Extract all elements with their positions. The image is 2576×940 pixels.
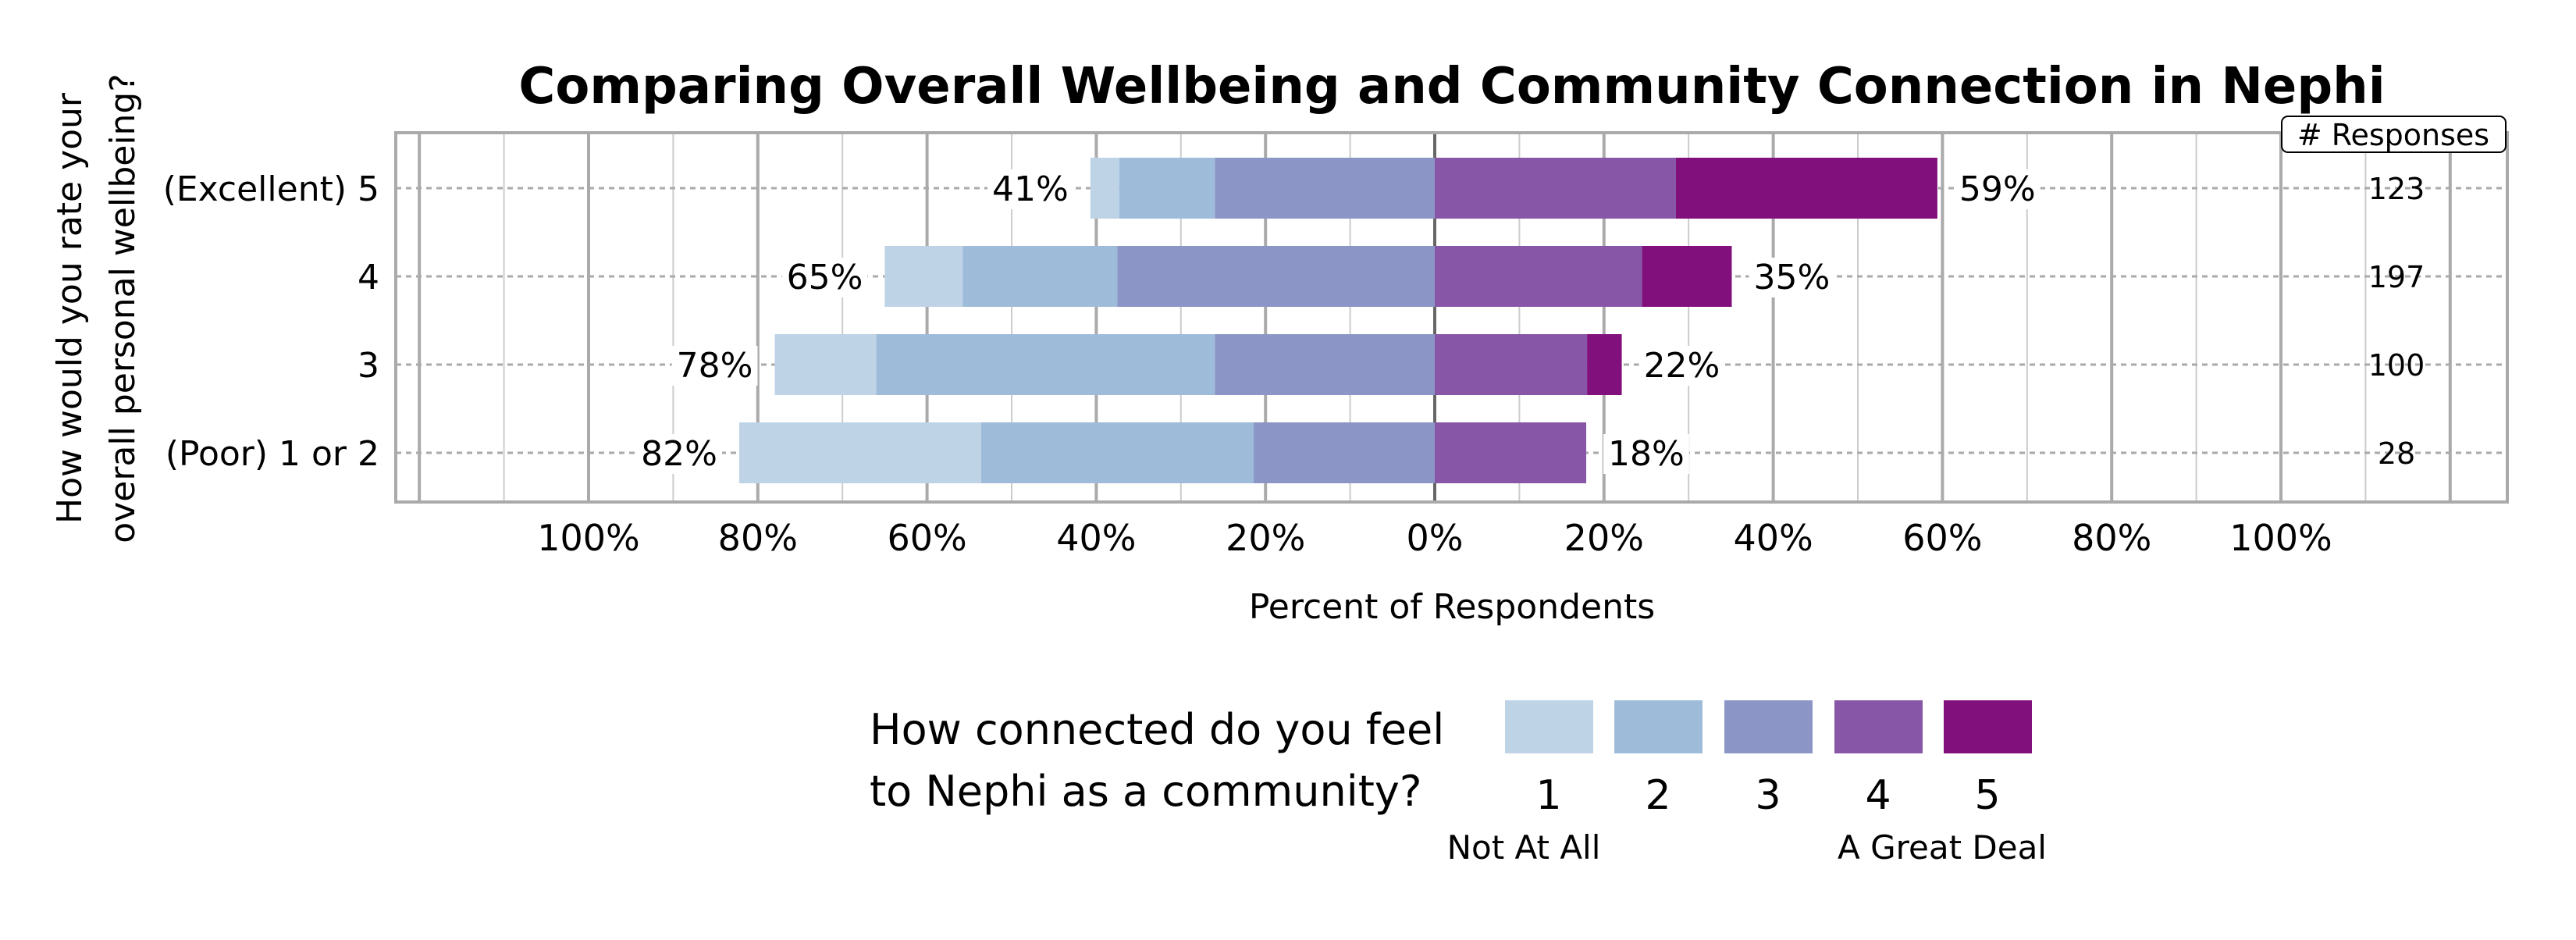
x-tick-label: 40%: [1733, 517, 1813, 559]
label-background: [636, 434, 722, 474]
legend-title-line-1: How connected do you feel: [870, 705, 1444, 754]
bar-segment-2: [1119, 158, 1215, 219]
responses-header: # Responses: [2281, 116, 2507, 153]
right-total-label: 35%: [1753, 258, 1830, 297]
bar-segment-4: [1435, 158, 1676, 219]
y-axis-title: How would you rate your overall personal…: [50, 73, 143, 543]
legend-swatch-1: [1505, 700, 1593, 753]
plot-frame: [394, 131, 2509, 504]
bar-segment-5: [1642, 246, 1732, 307]
legend-swatch-2: [1614, 700, 1703, 753]
response-count: 100: [2368, 348, 2425, 383]
x-tick-label: 60%: [1902, 517, 1982, 559]
legend-swatch-5: [1944, 700, 2032, 753]
bar-segment-4: [1435, 422, 1587, 483]
y-axis-title-line-2: overall personal wellbeing?: [103, 73, 143, 543]
x-tick-label: 100%: [537, 517, 640, 559]
bar-segment-4: [1435, 334, 1588, 395]
legend-item-label: 1: [1535, 772, 1561, 819]
legend: How connected do you feel to Nephi as a …: [870, 700, 2047, 867]
bars: [738, 158, 1937, 483]
legend-low-label: Not At All: [1447, 828, 1601, 867]
x-tick-label: 20%: [1226, 517, 1305, 559]
x-tick-label: 60%: [887, 517, 966, 559]
legend-item-label: 4: [1865, 772, 1891, 819]
label-background: [671, 346, 758, 386]
bar-segment-2: [876, 334, 1215, 395]
response-count: 197: [2368, 260, 2425, 294]
label-background: [781, 258, 868, 297]
x-tick-label: 40%: [1056, 517, 1136, 559]
bar-segment-1: [1090, 158, 1119, 219]
bar-segment-3: [1215, 158, 1435, 219]
response-count: 28: [2378, 436, 2415, 471]
y-tick-label: 3: [358, 346, 379, 386]
bar-segment-3: [1117, 246, 1435, 307]
x-tick-label: 80%: [2072, 517, 2151, 559]
right-total-label: 22%: [1644, 346, 1720, 386]
legend-swatch-3: [1724, 700, 1813, 753]
right-total-label: 59%: [1959, 169, 2036, 209]
right-total-label: 18%: [1608, 434, 1685, 474]
labels: 41% 59% (Excellent) 5 123 65% 35% 4 197 78% 22% 3 1…: [163, 169, 2425, 559]
y-tick-label: (Poor) 1 or 2: [165, 434, 379, 474]
left-total-label: 41%: [992, 169, 1069, 209]
bar-segment-1: [774, 334, 877, 395]
response-count: 123: [2368, 172, 2425, 206]
bar-segment-1: [738, 422, 981, 483]
legend-swatch-4: [1834, 700, 1923, 753]
y-tick-label: 4: [358, 258, 379, 297]
left-total-label: 78%: [677, 346, 753, 386]
bar-segment-2: [980, 422, 1254, 483]
label-background: [1749, 258, 1835, 297]
bar-segment-1: [884, 246, 963, 307]
x-tick-label: 0%: [1407, 517, 1464, 559]
legend-title-line-2: to Nephi as a community?: [870, 767, 1421, 816]
bar-segment-3: [1254, 422, 1435, 483]
legend-item-label: 3: [1755, 772, 1781, 819]
label-background: [987, 169, 1073, 209]
bar-segment-5: [1587, 334, 1622, 395]
left-total-label: 65%: [787, 258, 863, 297]
legend-item-label: 2: [1645, 772, 1670, 819]
label-background: [1638, 346, 1725, 386]
bar-segment-5: [1675, 158, 1937, 219]
y-tick-label: (Excellent) 5: [163, 169, 379, 209]
chart-title: Comparing Overall Wellbeing and Communit…: [518, 58, 2385, 116]
x-tick-label: 20%: [1564, 517, 1644, 559]
x-tick-label: 80%: [718, 517, 798, 559]
bar-segment-2: [962, 246, 1118, 307]
bar-segment-3: [1215, 334, 1435, 395]
legend-item-label: 5: [1974, 772, 2000, 819]
label-background: [1954, 169, 2041, 209]
left-total-label: 82%: [641, 434, 717, 474]
legend-high-label: A Great Deal: [1838, 828, 2047, 867]
y-axis-title-line-1: How would you rate your: [50, 92, 90, 524]
bar-segment-4: [1435, 246, 1642, 307]
x-axis-title: Percent of Respondents: [1249, 587, 1655, 627]
label-background: [1603, 434, 1689, 474]
x-tick-label: 100%: [2229, 517, 2332, 559]
responses-header-text: # Responses: [2297, 118, 2489, 152]
